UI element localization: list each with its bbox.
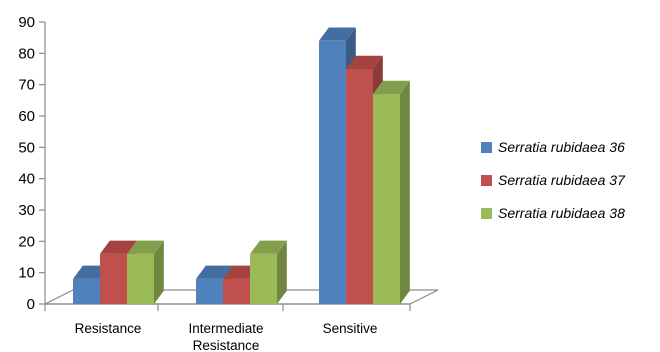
- y-tick-label: 10: [18, 265, 35, 282]
- bar-top: [127, 240, 164, 254]
- bar-top: [319, 27, 356, 41]
- bar-front: [73, 278, 100, 304]
- x-tick-label: Resistance: [75, 321, 142, 336]
- y-tick-label: 60: [18, 108, 35, 125]
- bar-top: [346, 55, 383, 69]
- bars: [73, 27, 410, 305]
- bar: [127, 240, 164, 304]
- x-tick-label: Sensitive: [323, 321, 378, 336]
- bar-side: [154, 240, 164, 304]
- legend-label: Serratia rubidaea 37: [498, 172, 626, 188]
- legend: Serratia rubidaea 36 Serratia rubidaea 37…: [481, 139, 626, 221]
- legend-swatch: [481, 175, 492, 186]
- legend-label: Serratia rubidaea 38: [498, 205, 625, 221]
- x-axis-labels: Resistance Intermediate Resistance Sensitiv…: [75, 321, 378, 352]
- bar-front: [373, 94, 400, 304]
- y-tick-label: 90: [18, 14, 35, 31]
- legend-label: Serratia rubidaea 36: [498, 139, 625, 155]
- bar: [373, 80, 410, 305]
- bar-front: [250, 253, 277, 304]
- bar-side: [400, 80, 410, 305]
- bar-side: [277, 240, 287, 304]
- bar-top: [250, 240, 287, 254]
- x-tick-label: Resistance: [193, 338, 260, 352]
- bar-front: [127, 253, 154, 304]
- y-tick-label: 70: [18, 77, 35, 94]
- bar-top: [196, 265, 233, 279]
- bar-top: [100, 240, 137, 254]
- y-tick-label: 50: [18, 139, 35, 156]
- y-tick-label: 80: [18, 45, 35, 62]
- bar: [250, 240, 287, 304]
- x-tick-label: Intermediate: [188, 321, 263, 336]
- y-axis-ticks: 0 10 20 30 40 50 60 70 80 90: [18, 14, 45, 313]
- legend-swatch: [481, 142, 492, 153]
- bar-front: [346, 69, 373, 304]
- bar-front: [100, 253, 127, 304]
- bar-top: [373, 80, 410, 95]
- bar-front: [319, 40, 346, 305]
- bar-front: [196, 278, 223, 304]
- legend-item: Serratia rubidaea 38: [481, 205, 625, 221]
- legend-swatch: [481, 208, 492, 219]
- legend-item: Serratia rubidaea 36: [481, 139, 625, 155]
- y-tick-label: 30: [18, 202, 35, 219]
- bar-front: [223, 278, 250, 304]
- y-tick-label: 20: [18, 233, 35, 250]
- legend-item: Serratia rubidaea 37: [481, 172, 626, 188]
- y-tick-label: 0: [27, 296, 35, 313]
- y-tick-label: 40: [18, 171, 35, 188]
